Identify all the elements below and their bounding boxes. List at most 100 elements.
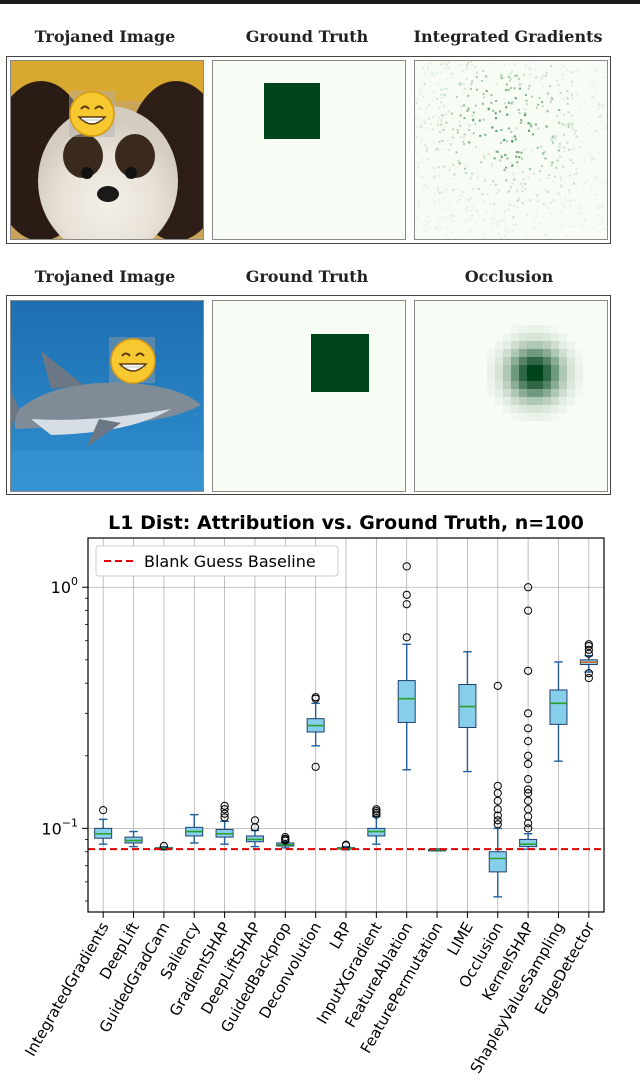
heat-pixel bbox=[596, 193, 599, 196]
heat-pixel bbox=[532, 133, 534, 136]
heat-pixel bbox=[528, 67, 531, 70]
heat-pixel bbox=[444, 62, 447, 64]
heat-pixel bbox=[491, 218, 494, 221]
heat-pixel bbox=[469, 177, 472, 180]
heat-pixel bbox=[452, 163, 455, 166]
heat-pixel bbox=[569, 205, 572, 208]
heat-pixel bbox=[517, 238, 520, 239]
heat-pixel bbox=[572, 199, 574, 201]
heat-pixel bbox=[533, 130, 536, 133]
heat-pixel bbox=[513, 177, 516, 180]
heat-pixel bbox=[601, 170, 604, 173]
heat-pixel bbox=[483, 179, 486, 182]
heat-pixel bbox=[545, 111, 548, 114]
trigger-region bbox=[264, 83, 320, 139]
heat-pixel bbox=[510, 130, 513, 133]
heat-pixel bbox=[566, 227, 568, 229]
heat-pixel bbox=[473, 153, 476, 156]
heat-pixel bbox=[438, 116, 441, 119]
heat-pixel bbox=[514, 97, 517, 100]
heat-pixel bbox=[515, 137, 518, 140]
top-border bbox=[0, 0, 640, 4]
heat-pixel bbox=[513, 233, 515, 235]
heat-pixel bbox=[495, 117, 497, 120]
heat-cell bbox=[527, 325, 535, 333]
heat-pixel bbox=[495, 100, 498, 102]
heat-pixel bbox=[601, 180, 603, 183]
heat-pixel bbox=[543, 218, 545, 220]
heat-pixel bbox=[468, 141, 471, 144]
heat-cell bbox=[543, 381, 551, 389]
heat-pixel bbox=[563, 149, 566, 152]
heat-pixel bbox=[504, 228, 507, 231]
heat-pixel bbox=[536, 146, 539, 148]
heat-pixel bbox=[486, 193, 489, 195]
heat-pixel bbox=[575, 70, 578, 73]
heat-pixel bbox=[425, 149, 428, 152]
heat-pixel bbox=[525, 103, 528, 106]
heat-pixel bbox=[445, 188, 447, 191]
heat-pixel bbox=[522, 224, 525, 227]
heat-pixel bbox=[442, 165, 445, 168]
heat-pixel bbox=[553, 198, 556, 201]
heat-pixel bbox=[600, 119, 603, 122]
heat-pixel bbox=[602, 105, 605, 108]
heat-pixel bbox=[419, 74, 421, 76]
heat-pixel bbox=[417, 220, 420, 222]
heat-pixel bbox=[448, 204, 450, 207]
heat-pixel bbox=[415, 101, 418, 104]
heat-pixel bbox=[541, 101, 544, 104]
heat-pixel bbox=[437, 207, 440, 210]
heat-pixel bbox=[604, 232, 606, 234]
heat-pixel bbox=[560, 176, 562, 179]
outlier-point bbox=[524, 785, 533, 794]
heat-pixel bbox=[490, 166, 493, 169]
heat-pixel bbox=[431, 71, 434, 74]
heat-pixel bbox=[562, 165, 565, 168]
heat-pixel bbox=[425, 127, 427, 130]
heat-pixel bbox=[475, 172, 477, 174]
heat-pixel bbox=[597, 107, 600, 110]
heat-pixel bbox=[598, 132, 600, 134]
outlier-point bbox=[493, 811, 502, 820]
heat-pixel bbox=[564, 196, 567, 199]
heat-pixel bbox=[495, 221, 498, 224]
heat-pixel bbox=[580, 198, 582, 200]
heat-pixel bbox=[575, 186, 578, 189]
heat-cell bbox=[551, 381, 559, 389]
heat-pixel bbox=[450, 71, 453, 74]
heat-pixel bbox=[519, 121, 522, 124]
heat-pixel bbox=[534, 76, 537, 79]
heat-pixel bbox=[603, 75, 606, 78]
heat-pixel bbox=[518, 156, 521, 159]
heat-pixel bbox=[443, 125, 446, 128]
heat-pixel bbox=[431, 90, 434, 93]
heat-pixel bbox=[416, 125, 419, 128]
heat-pixel bbox=[570, 71, 573, 74]
heat-pixel bbox=[507, 88, 510, 91]
heat-pixel bbox=[478, 119, 481, 122]
heat-pixel bbox=[420, 122, 423, 125]
outlier-point bbox=[524, 796, 533, 805]
heat-pixel bbox=[443, 216, 446, 219]
heat-pixel bbox=[511, 224, 514, 227]
heat-pixel bbox=[505, 179, 508, 182]
heat-pixel bbox=[436, 89, 438, 91]
heat-pixel bbox=[577, 106, 580, 109]
heat-pixel bbox=[466, 210, 469, 213]
heat-pixel bbox=[490, 94, 493, 97]
heat-pixel bbox=[500, 156, 503, 159]
heat-pixel bbox=[416, 230, 418, 232]
heat-pixel bbox=[568, 189, 570, 192]
heat-pixel bbox=[539, 145, 542, 148]
heat-pixel bbox=[474, 66, 476, 69]
heat-cell bbox=[559, 405, 567, 413]
heat-pixel bbox=[587, 193, 590, 196]
heat-pixel bbox=[424, 181, 426, 183]
heat-cell bbox=[559, 357, 567, 365]
chart-title: L1 Dist: Attribution vs. Ground Truth, n… bbox=[108, 512, 584, 534]
heat-pixel bbox=[480, 161, 483, 164]
heat-pixel bbox=[569, 200, 572, 202]
heat-pixel bbox=[506, 83, 508, 86]
heat-pixel bbox=[444, 181, 447, 184]
